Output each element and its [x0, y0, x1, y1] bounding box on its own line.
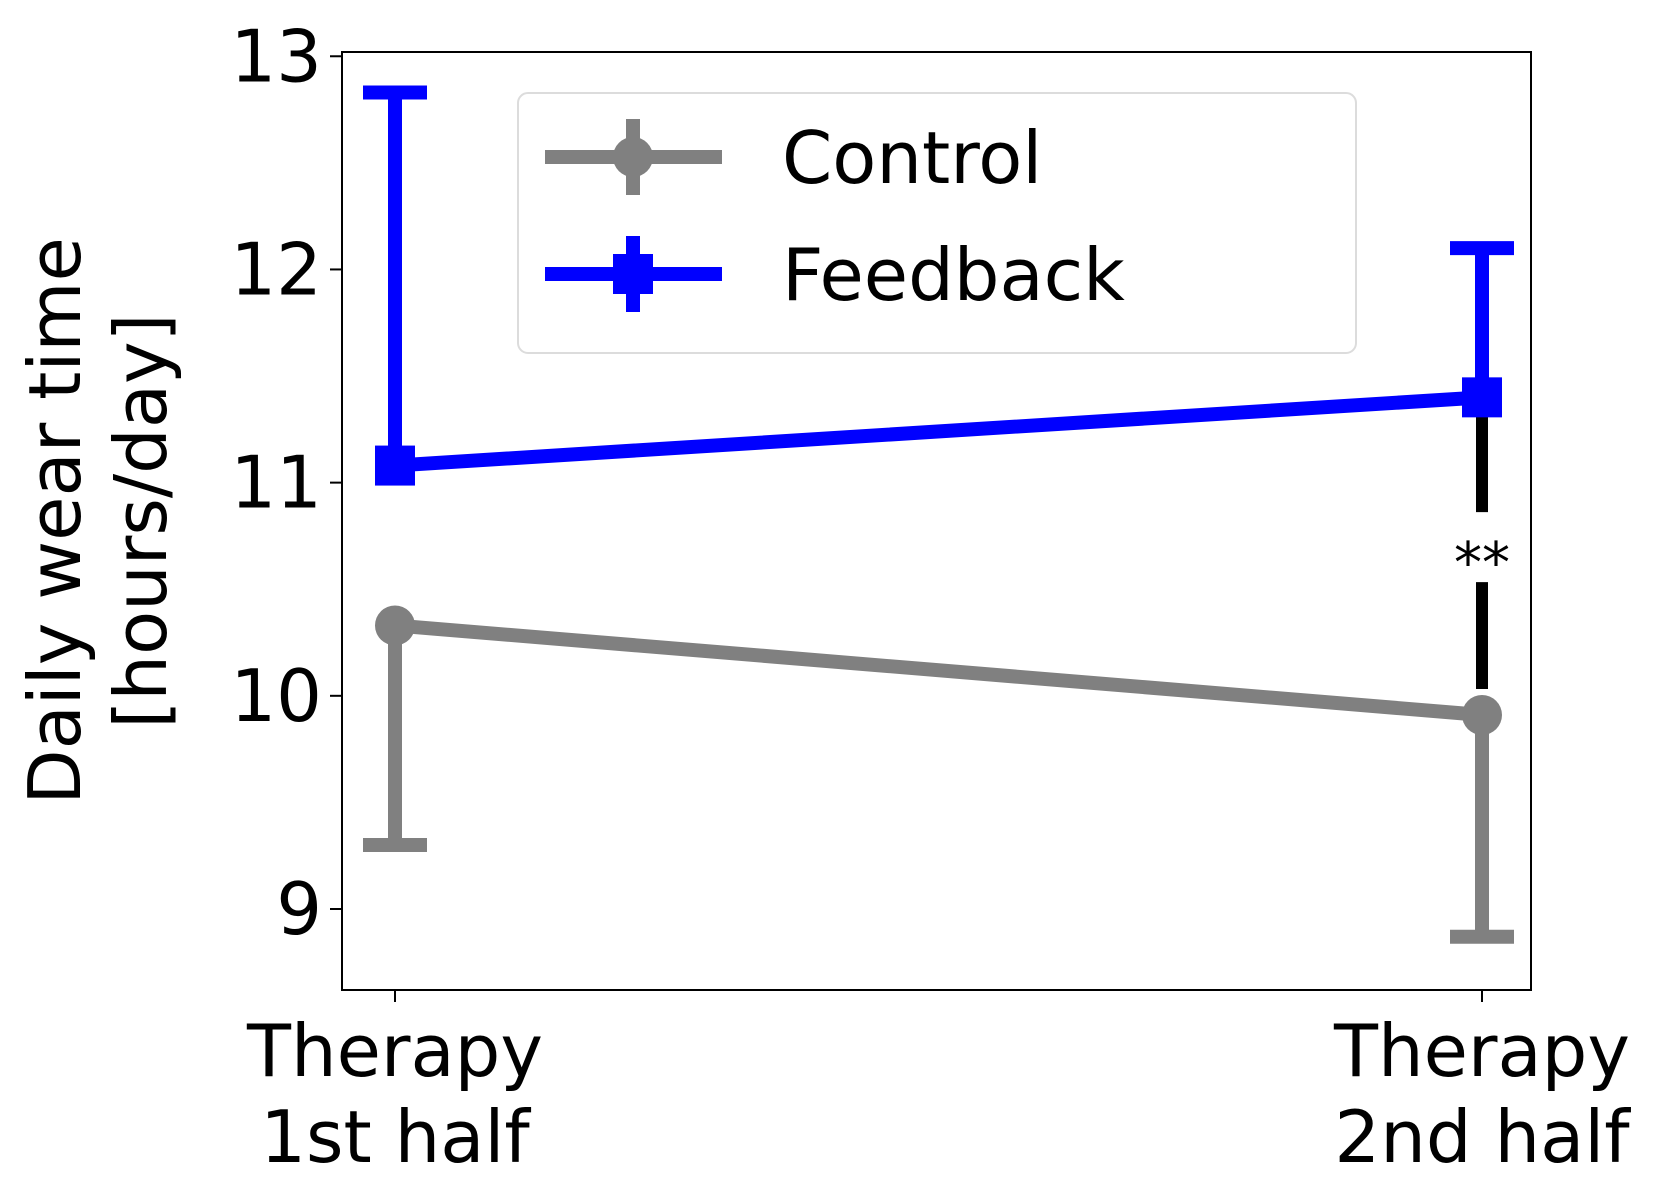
significance-label: ** [1454, 531, 1510, 596]
legend-label: Control [782, 116, 1042, 200]
y-axis-label-line: [hours/day] [99, 313, 183, 728]
data-point [1462, 694, 1502, 735]
y-tick-label: 11 [230, 441, 322, 525]
series-line [388, 618, 1489, 722]
series-control [363, 605, 1514, 944]
legend-swatch-marker [613, 254, 653, 294]
legend-label: Feedback [782, 233, 1125, 317]
y-tick-label: 13 [230, 14, 322, 98]
x-tick-label: Therapy [1333, 1009, 1630, 1093]
x-tick-label: Therapy [246, 1009, 543, 1093]
axes-frame [341, 51, 1532, 991]
legend-box [517, 92, 1357, 354]
y-axis-label: Daily wear time [hours/day] [13, 237, 183, 805]
series-feedback [363, 85, 1514, 486]
legend: Control Feedback [517, 92, 1357, 354]
y-tick-label: 10 [230, 654, 322, 738]
x-tick-label: 1st half [260, 1095, 531, 1179]
data-point [375, 605, 415, 646]
y-axis-label-line: Daily wear time [13, 237, 97, 805]
data-point [1462, 377, 1502, 418]
y-tick-label: 12 [230, 227, 322, 311]
x-tick-label: 2nd half [1334, 1095, 1631, 1179]
legend-swatch-marker [613, 137, 653, 177]
plot-area: ** [363, 85, 1514, 944]
data-point [375, 445, 415, 486]
series-line [388, 390, 1489, 473]
y-tick-label: 9 [276, 867, 322, 951]
